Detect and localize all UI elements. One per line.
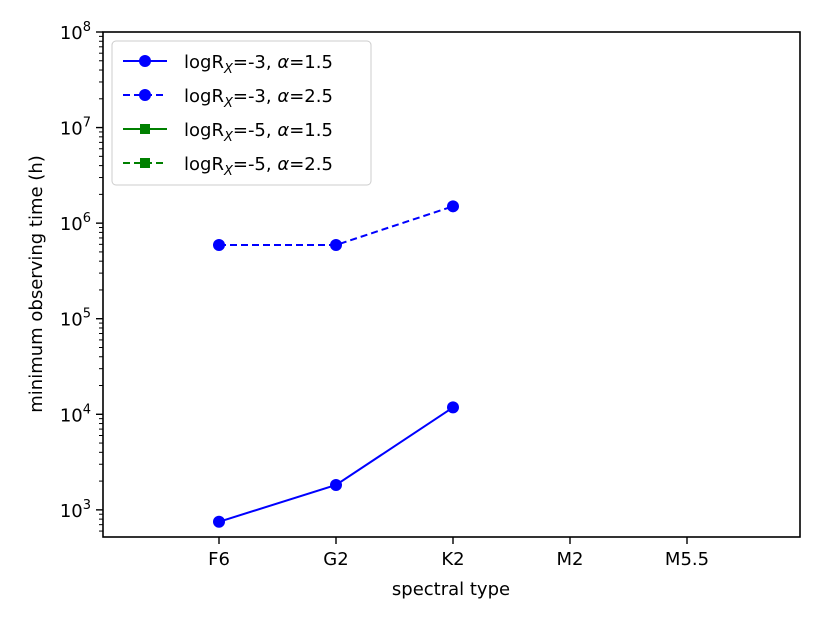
legend-label: logRX=-5, α=2.5 xyxy=(184,154,333,179)
data-point xyxy=(140,158,150,168)
x-axis-label: spectral type xyxy=(392,579,510,600)
plot-marks xyxy=(213,200,459,528)
x-axis-ticks: F6 G2 K2 M2 M5.5 xyxy=(208,537,709,570)
y-tick-label: 107 xyxy=(60,116,91,140)
data-point xyxy=(330,239,342,252)
y-axis-ticks: 103 104 105 106 107 108 xyxy=(60,20,103,532)
data-point xyxy=(213,239,225,252)
plot-frame xyxy=(102,31,801,538)
x-tick-label: G2 xyxy=(323,549,348,570)
data-point xyxy=(139,55,151,67)
y-tick-label: 103 xyxy=(60,498,91,522)
x-tick-label: M5.5 xyxy=(665,549,709,570)
legend-label: logRX=-3, α=1.5 xyxy=(184,52,333,77)
series xyxy=(213,401,459,528)
y-tick-label: 105 xyxy=(60,307,91,331)
x-tick-label: F6 xyxy=(208,549,230,570)
legend: logRX=-3, α=1.5 logRX=-3, α=2.5 logRX=-5, … xyxy=(111,40,372,186)
legend-label: logRX=-5, α=1.5 xyxy=(184,120,333,145)
data-point xyxy=(447,200,459,213)
data-point xyxy=(447,401,459,414)
legend-box xyxy=(111,40,372,186)
series-line xyxy=(218,406,454,523)
x-tick-label: K2 xyxy=(441,549,464,570)
y-tick-label: 104 xyxy=(60,402,91,426)
series xyxy=(213,200,459,252)
y-axis-label: minimum observing time (h) xyxy=(26,155,47,412)
data-point xyxy=(213,515,225,528)
y-tick-label: 108 xyxy=(60,20,91,44)
data-point xyxy=(139,89,151,101)
legend-label: logRX=-3, α=2.5 xyxy=(184,86,333,111)
y-tick-label: 106 xyxy=(60,211,91,235)
data-point xyxy=(140,124,150,134)
x-tick-label: M2 xyxy=(557,549,584,570)
data-point xyxy=(330,479,342,492)
